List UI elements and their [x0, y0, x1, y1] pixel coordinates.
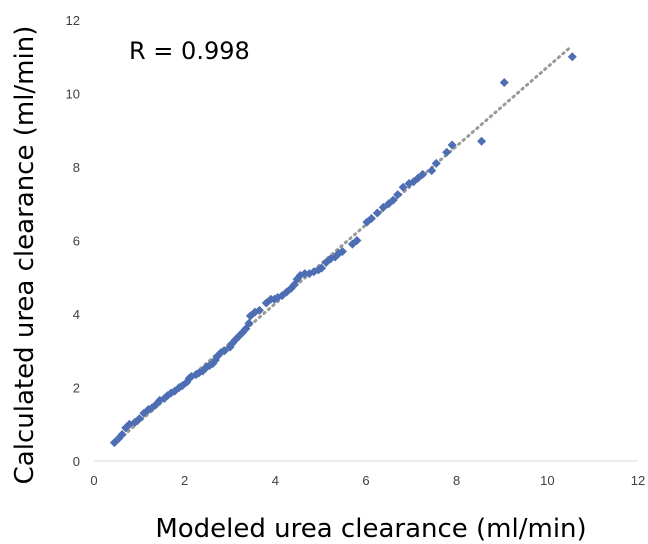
x-axis: 0 2 4 6 8 10 12 — [90, 460, 645, 488]
data-point — [499, 77, 509, 87]
y-tick-label: 4 — [73, 307, 80, 322]
data-point — [121, 423, 131, 433]
x-tick-label: 8 — [453, 473, 460, 488]
data-point — [398, 182, 408, 192]
data-point — [388, 195, 398, 205]
x-axis-title: Modeled urea clearance (ml/min) — [155, 514, 586, 544]
data-point — [254, 305, 264, 315]
data-point — [447, 140, 457, 150]
x-tick-label: 12 — [631, 473, 645, 488]
data-point — [427, 166, 437, 176]
data-point — [352, 236, 362, 245]
x-tick-label: 0 — [90, 473, 97, 488]
data-point — [337, 247, 347, 257]
data-points — [109, 52, 577, 448]
data-point — [117, 430, 127, 440]
y-tick-label: 0 — [73, 454, 80, 469]
x-tick-label: 2 — [181, 473, 188, 488]
data-point — [317, 263, 327, 273]
data-point — [477, 136, 487, 146]
data-point — [366, 213, 376, 223]
data-point — [378, 202, 388, 212]
correlation-annotation: R = 0.998 — [129, 37, 250, 65]
data-point — [431, 158, 441, 168]
data-point — [300, 269, 310, 279]
data-point — [244, 318, 254, 328]
data-point — [442, 147, 452, 157]
data-point — [393, 190, 403, 200]
y-tick-label: 12 — [66, 13, 80, 28]
data-point — [567, 52, 577, 62]
y-tick-label: 2 — [73, 381, 80, 396]
data-point — [372, 208, 382, 218]
y-tick-label: 10 — [66, 87, 80, 102]
x-tick-label: 4 — [272, 473, 279, 488]
y-tick-label: 6 — [73, 234, 80, 249]
x-tick-label: 6 — [362, 473, 369, 488]
y-axis-title: Calculated urea clearance (ml/min) — [10, 26, 40, 485]
x-tick-label: 10 — [540, 473, 554, 488]
data-point — [220, 346, 230, 356]
data-point — [134, 414, 144, 424]
data-point — [418, 169, 428, 179]
y-axis: 0 2 4 6 8 10 12 — [66, 13, 80, 469]
y-tick-label: 8 — [73, 160, 80, 175]
